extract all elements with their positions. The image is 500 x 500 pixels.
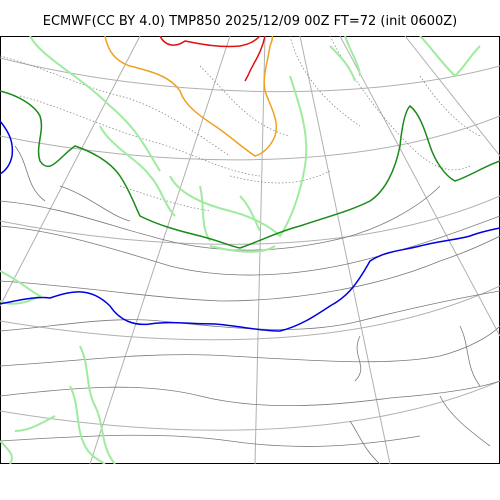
isotherm-green — [0, 90, 500, 249]
map-title: ECMWF(CC BY 4.0) TMP850 2025/12/09 00Z F… — [42, 14, 458, 29]
isotherm-orange — [104, 36, 277, 157]
graticule-latitudes — [0, 57, 500, 431]
isotherm-blue-left — [0, 120, 14, 175]
coastlines — [0, 36, 481, 464]
isotherm-red — [159, 36, 266, 82]
contours — [0, 36, 500, 332]
map-canvas — [0, 36, 500, 464]
isotherm-blue — [0, 227, 500, 332]
isotherms-minor — [0, 145, 500, 464]
map-panel — [0, 36, 500, 464]
